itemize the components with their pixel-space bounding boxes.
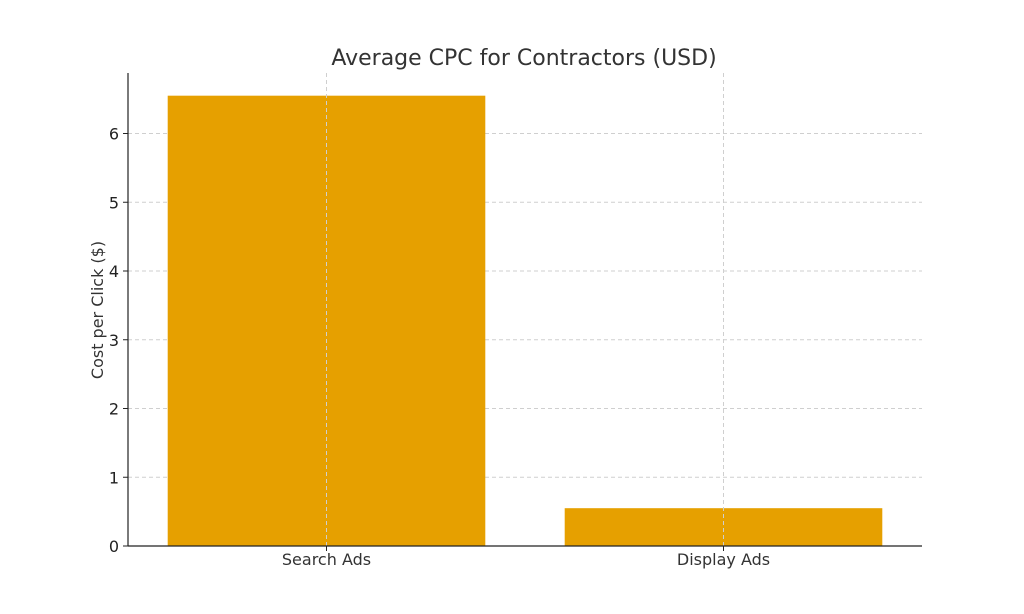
chart-title: Average CPC for Contractors (USD)	[331, 46, 716, 71]
tick-labels: 0 1 2 3 4 5 6 Search Ads Display Ads	[109, 125, 770, 570]
bar	[564, 508, 883, 546]
x-tick-label: Display Ads	[677, 550, 770, 569]
y-tick-label: 2	[109, 400, 119, 419]
bars	[167, 73, 883, 546]
y-tick-label: 4	[109, 262, 119, 281]
x-tick-label: Search Ads	[282, 550, 371, 569]
y-tick-label: 6	[109, 125, 119, 144]
y-tick-label: 1	[109, 468, 119, 487]
y-tick-label: 3	[109, 331, 119, 350]
y-tick-label: 0	[109, 537, 119, 556]
axes	[123, 73, 922, 551]
y-tick-label: 5	[109, 193, 119, 212]
y-axis-label: Cost per Click ($)	[88, 241, 107, 379]
